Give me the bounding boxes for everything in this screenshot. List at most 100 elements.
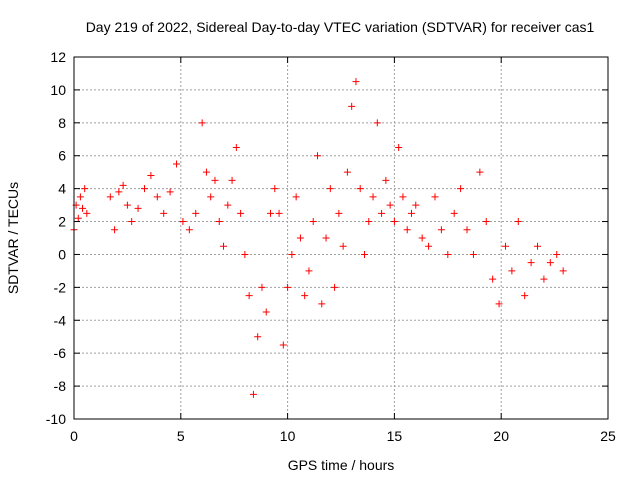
- data-point: [339, 242, 347, 250]
- data-point: [348, 102, 356, 110]
- x-tick-label: 25: [600, 428, 616, 444]
- y-tick-label: 12: [50, 49, 66, 65]
- data-point: [123, 201, 131, 209]
- data-point: [412, 201, 420, 209]
- data-point: [450, 209, 458, 217]
- data-point: [373, 119, 381, 127]
- data-point: [476, 168, 484, 176]
- data-point: [365, 218, 373, 226]
- data-point: [279, 341, 287, 349]
- data-point: [258, 283, 266, 291]
- data-point: [185, 226, 193, 234]
- data-point: [254, 333, 262, 341]
- data-point: [305, 267, 313, 275]
- data-point: [314, 152, 322, 160]
- data-point: [322, 234, 330, 242]
- data-point: [262, 308, 270, 316]
- data-point: [267, 209, 275, 217]
- y-tick-label: -10: [46, 411, 66, 427]
- data-point: [237, 209, 245, 217]
- data-point: [134, 204, 142, 212]
- data-point: [81, 185, 89, 193]
- data-point: [228, 176, 236, 184]
- data-point: [241, 250, 249, 258]
- gridlines: [74, 57, 608, 419]
- x-tick-label: 15: [387, 428, 403, 444]
- data-point: [166, 188, 174, 196]
- y-tick-label: 4: [58, 181, 66, 197]
- data-point: [382, 176, 390, 184]
- data-point: [463, 226, 471, 234]
- data-point: [407, 209, 415, 217]
- data-point: [309, 218, 317, 226]
- data-points: [70, 78, 567, 398]
- data-point: [527, 259, 535, 267]
- data-point: [128, 218, 136, 226]
- data-point: [521, 292, 529, 300]
- data-point: [559, 267, 567, 275]
- data-point: [79, 204, 87, 212]
- data-point: [179, 218, 187, 226]
- data-point: [153, 193, 161, 201]
- data-point: [74, 214, 82, 222]
- data-point: [343, 168, 351, 176]
- x-tick-label: 20: [493, 428, 509, 444]
- data-point: [284, 283, 292, 291]
- data-point: [173, 160, 181, 168]
- y-tick-label: 2: [58, 214, 66, 230]
- data-point: [444, 250, 452, 258]
- y-tick-label: 8: [58, 115, 66, 131]
- data-point: [202, 168, 210, 176]
- data-point: [119, 181, 127, 189]
- data-point: [232, 144, 240, 151]
- data-point: [115, 188, 123, 196]
- data-point: [425, 242, 433, 250]
- data-point: [245, 292, 253, 300]
- data-point: [514, 218, 522, 226]
- data-point: [301, 292, 309, 300]
- x-tick-label: 10: [280, 428, 296, 444]
- data-point: [495, 300, 503, 308]
- data-point: [534, 242, 542, 250]
- y-tick-label: -2: [54, 279, 67, 295]
- data-point: [106, 193, 114, 201]
- data-point: [83, 209, 91, 217]
- data-point: [395, 144, 403, 151]
- data-point: [508, 267, 516, 275]
- x-tick-label: 0: [70, 428, 78, 444]
- data-point: [352, 78, 360, 86]
- data-point: [457, 185, 465, 193]
- data-point: [390, 218, 398, 226]
- data-point: [249, 390, 257, 398]
- data-point: [378, 209, 386, 217]
- data-point: [335, 209, 343, 217]
- data-point: [489, 275, 497, 283]
- series-sdtvar: [70, 78, 567, 398]
- data-point: [386, 201, 394, 209]
- data-point: [418, 234, 426, 242]
- y-tick-label: -4: [54, 312, 67, 328]
- data-point: [369, 193, 377, 201]
- y-tick-label: 10: [50, 82, 66, 98]
- data-point: [356, 185, 364, 193]
- data-point: [501, 242, 509, 250]
- y-tick-label: -8: [54, 378, 67, 394]
- data-point: [271, 185, 279, 193]
- data-point: [296, 234, 304, 242]
- x-axis-label: GPS time / hours: [288, 457, 395, 473]
- y-tick-label: -6: [54, 345, 67, 361]
- chart-title: Day 219 of 2022, Sidereal Day-to-day VTE…: [86, 19, 595, 35]
- data-point: [288, 250, 296, 258]
- data-point: [399, 193, 407, 201]
- data-point: [431, 193, 439, 201]
- data-point: [147, 171, 155, 179]
- y-tick-label: 6: [58, 148, 66, 164]
- data-point: [160, 209, 168, 217]
- data-point: [292, 193, 300, 201]
- data-point: [546, 259, 554, 267]
- axis-ticks: -10 -8 -6 -4 -2 0 2 4 6 8 10 12 0 5 10 15 20 25: [46, 49, 616, 444]
- data-point: [540, 275, 548, 283]
- data-point: [192, 209, 200, 217]
- data-point: [360, 250, 368, 258]
- data-point: [318, 300, 326, 308]
